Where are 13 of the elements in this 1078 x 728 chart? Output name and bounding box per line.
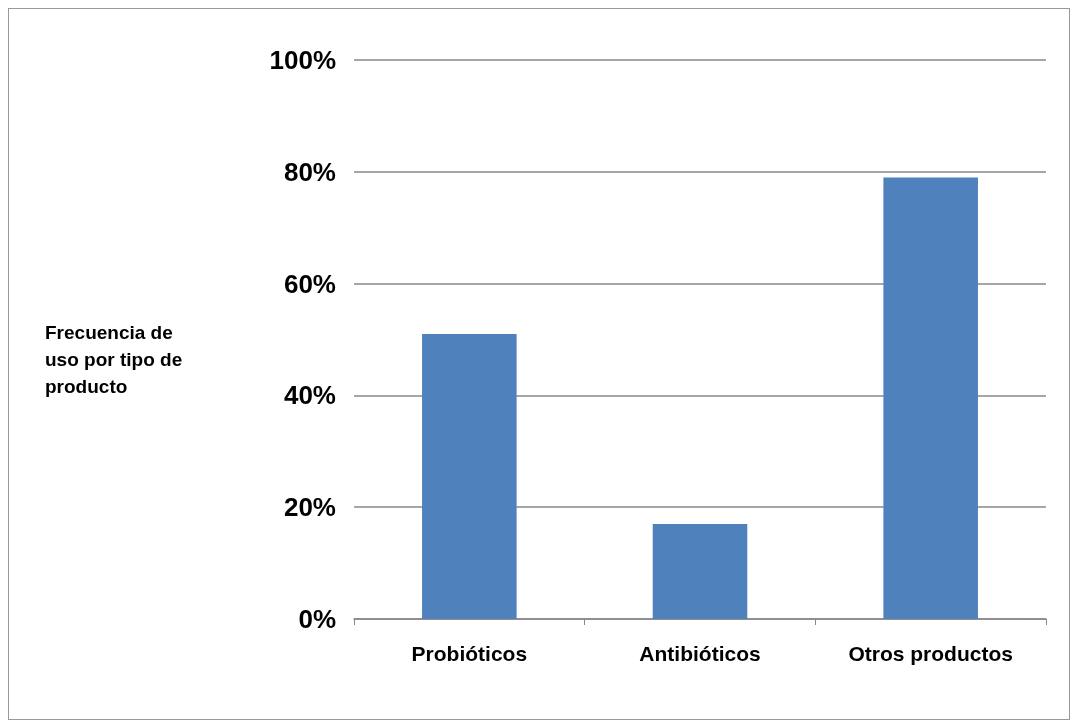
y-tick-label: 80% bbox=[283, 156, 336, 187]
y-tick-label: 100% bbox=[269, 45, 336, 75]
y-tick-label: 0% bbox=[298, 604, 336, 634]
bar bbox=[422, 333, 517, 619]
y-axis-title: Frecuencia de uso por tipo de producto bbox=[45, 322, 188, 397]
y-tick-label: 60% bbox=[283, 268, 336, 299]
y-tick-label: 40% bbox=[283, 380, 336, 411]
bar bbox=[652, 523, 748, 619]
x-tick-label: Probióticos bbox=[411, 642, 528, 665]
x-tick-label: Otros productos bbox=[848, 642, 1013, 665]
x-tick-label: Antibióticos bbox=[639, 642, 761, 665]
y-tick-label: 20% bbox=[283, 492, 336, 523]
bar bbox=[883, 177, 978, 619]
